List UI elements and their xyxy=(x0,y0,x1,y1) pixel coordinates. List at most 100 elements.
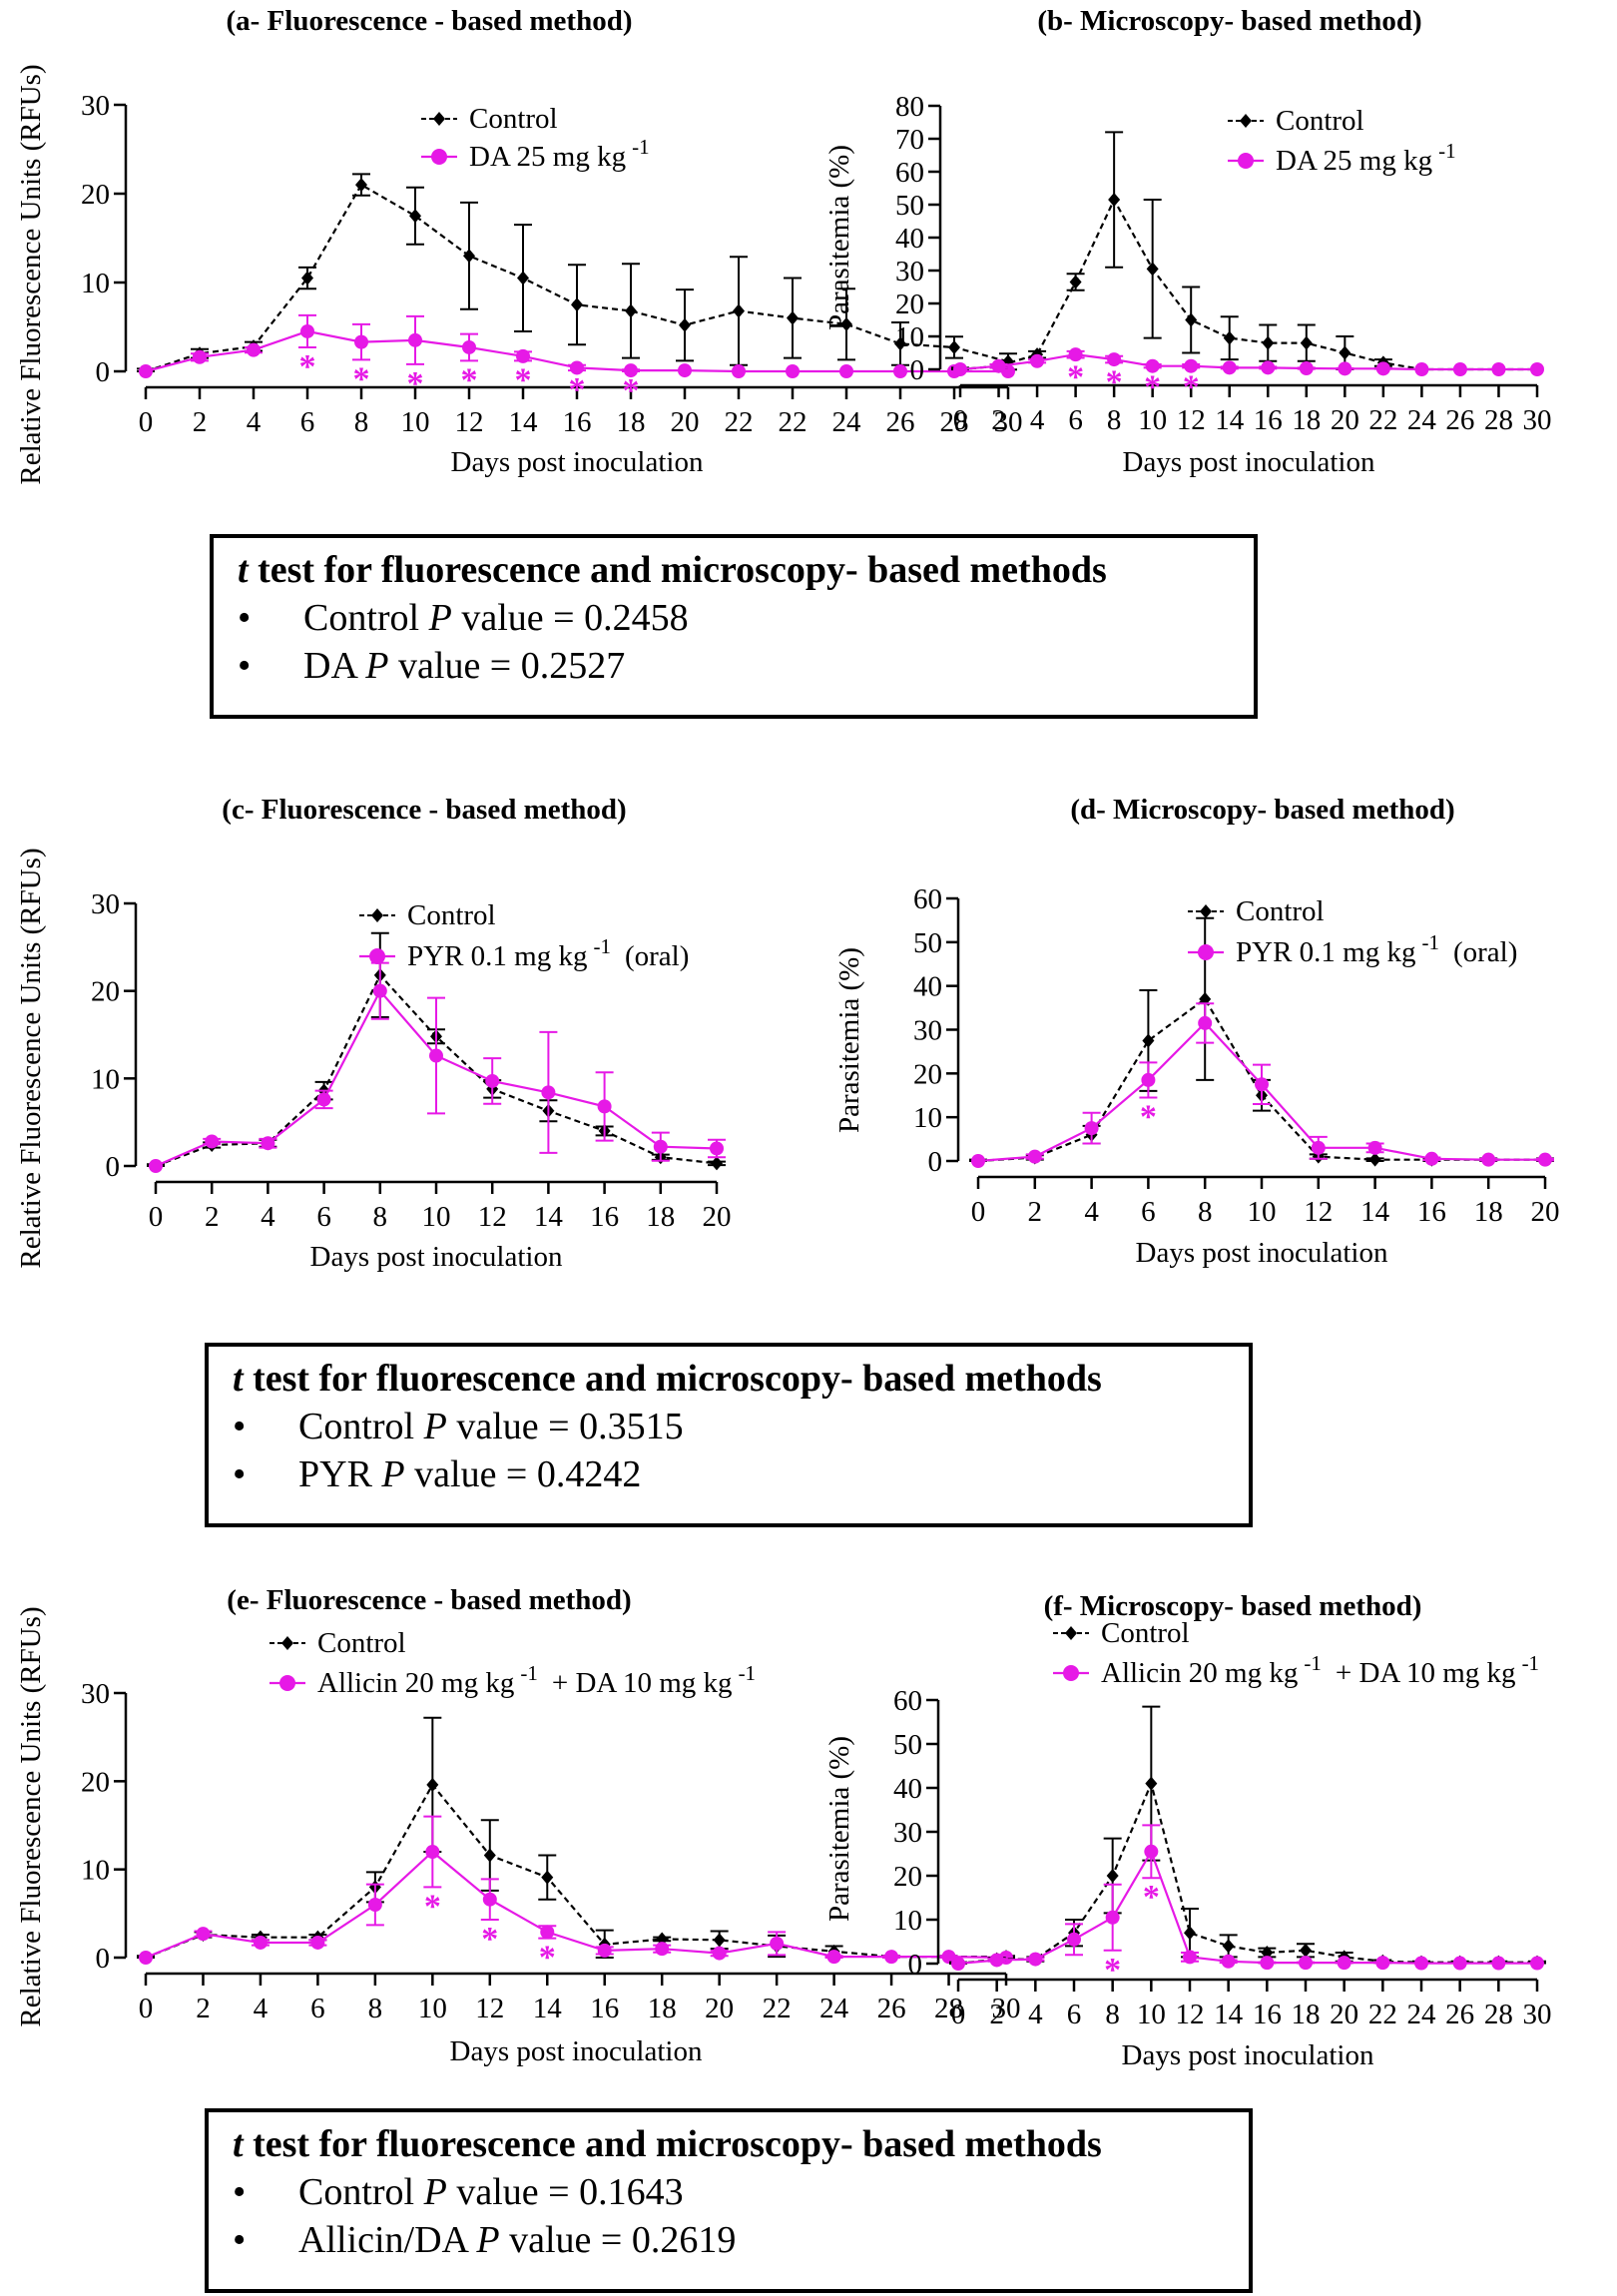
legend-label-part: -1 xyxy=(739,1661,757,1685)
x-tick-label: 26 xyxy=(886,406,915,438)
x-tick-label: 20 xyxy=(705,1993,734,2024)
x-axis-label: Days post inoculation xyxy=(1136,1237,1388,1269)
x-tick-label: 28 xyxy=(1484,404,1513,436)
bullet: • xyxy=(233,1406,247,1447)
chart-title: (f- Microscopy- based method) xyxy=(1044,1590,1422,1622)
series-line xyxy=(959,352,1537,371)
legend-marker xyxy=(1240,114,1252,128)
x-tick-label: 14 xyxy=(533,1993,563,2024)
legend-label-treatment: Allicin 20 mg kg -1 + DA 10 mg kg -1 xyxy=(1101,1651,1539,1689)
x-tick-label: 0 xyxy=(149,1201,164,1233)
data-point xyxy=(408,332,422,347)
legend-label-part: -1 xyxy=(520,1661,538,1685)
data-point xyxy=(310,1935,325,1950)
ttest-title-italic: t xyxy=(233,2123,244,2165)
x-tick-label: 28 xyxy=(940,406,969,438)
data-point xyxy=(625,303,637,318)
data-point xyxy=(1106,1869,1119,1883)
data-point xyxy=(253,1935,268,1950)
ttest-label: DA xyxy=(303,645,366,687)
data-point xyxy=(1481,1152,1496,1167)
x-tick-label: 30 xyxy=(1523,404,1552,436)
ttest-title-italic: t xyxy=(233,1358,244,1400)
data-point xyxy=(991,358,1006,373)
x-tick-label: 16 xyxy=(563,406,592,438)
data-point xyxy=(711,1156,723,1171)
legend-label-part: DA 25 mg kg xyxy=(1276,145,1432,177)
data-point xyxy=(653,1139,668,1154)
x-tick-label: 26 xyxy=(877,1993,906,2024)
legend-label-part: -1 xyxy=(1438,139,1456,163)
data-point xyxy=(1491,1956,1506,1971)
bullet: • xyxy=(238,645,252,687)
x-tick-label: 20 xyxy=(703,1201,732,1233)
data-point xyxy=(425,1845,440,1859)
data-point xyxy=(1368,1152,1381,1167)
data-point xyxy=(196,1927,211,1942)
y-tick-label: 0 xyxy=(96,356,111,388)
significance-marker: * xyxy=(299,348,316,385)
data-point xyxy=(1375,361,1390,376)
significance-marker: * xyxy=(1106,363,1123,400)
legend-marker xyxy=(371,908,383,922)
x-tick-label: 24 xyxy=(1407,404,1437,436)
significance-marker: * xyxy=(1104,1952,1121,1989)
p-symbol: P xyxy=(476,2219,500,2261)
x-tick-label: 2 xyxy=(1028,1196,1043,1228)
data-point xyxy=(541,1085,556,1100)
data-point xyxy=(1261,1946,1274,1960)
y-tick-label: 20 xyxy=(893,1861,922,1893)
series-control xyxy=(949,1705,1546,1971)
x-tick-label: 8 xyxy=(354,406,369,438)
y-tick-label: 10 xyxy=(895,321,924,353)
x-axis-label: Days post inoculation xyxy=(1122,2039,1374,2071)
chart-title: (b- Microscopy- based method) xyxy=(1037,5,1421,37)
p-symbol: P xyxy=(365,645,389,687)
data-point xyxy=(951,1957,965,1971)
y-tick-label: 30 xyxy=(895,256,924,287)
data-point xyxy=(1530,362,1544,376)
x-tick-label: 26 xyxy=(1445,404,1474,436)
data-point xyxy=(1337,1956,1351,1971)
data-point xyxy=(1338,361,1352,376)
data-point xyxy=(1145,358,1160,373)
ttest-value: value = 0.4242 xyxy=(404,1453,642,1495)
data-point xyxy=(1424,1151,1439,1166)
data-point xyxy=(1299,361,1314,376)
x-tick-label: 8 xyxy=(368,1993,383,2024)
x-tick-label: 0 xyxy=(953,404,968,436)
data-point xyxy=(1261,360,1276,375)
x-tick-label: 4 xyxy=(247,406,262,438)
data-point xyxy=(1084,1121,1099,1136)
data-point xyxy=(541,1870,554,1885)
data-point xyxy=(1367,1140,1382,1155)
data-point xyxy=(713,1933,726,1948)
y-tick-label: 20 xyxy=(913,1058,942,1090)
data-point xyxy=(839,364,853,378)
legend-label-treatment: DA 25 mg kg -1 xyxy=(1276,139,1456,177)
data-point xyxy=(482,1892,497,1907)
legend-label-part: (oral) xyxy=(625,940,689,972)
ttest-title: t test for fluorescence and microscopy- … xyxy=(233,2122,1249,2166)
x-tick-label: 26 xyxy=(1445,1999,1474,2030)
x-axis-label: Days post inoculation xyxy=(451,446,704,478)
x-tick-label: 22 xyxy=(1368,1999,1397,2030)
data-point xyxy=(1491,362,1506,376)
data-point xyxy=(655,1942,670,1957)
x-tick-label: 22 xyxy=(725,406,754,438)
y-tick-label: 10 xyxy=(913,1102,942,1134)
data-point xyxy=(1299,1956,1313,1971)
x-tick-label: 12 xyxy=(1176,1999,1205,2030)
data-point xyxy=(300,323,314,338)
data-point xyxy=(367,1898,382,1912)
data-point xyxy=(1222,1939,1235,1954)
x-tick-label: 8 xyxy=(1107,404,1122,436)
data-point xyxy=(1184,358,1199,373)
x-tick-label: 2 xyxy=(991,404,1006,436)
x-tick-label: 18 xyxy=(617,406,646,438)
x-tick-label: 4 xyxy=(261,1201,275,1233)
data-point xyxy=(1223,330,1236,345)
y-tick-label: 30 xyxy=(81,90,110,122)
data-point xyxy=(1262,335,1275,350)
ttest-title: t test for fluorescence and microscopy- … xyxy=(233,1357,1249,1401)
